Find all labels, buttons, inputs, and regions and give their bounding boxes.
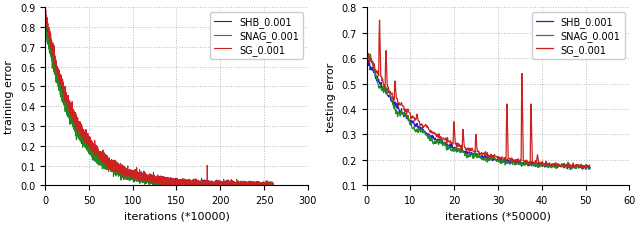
- SNAG_0.001: [41, 25, 49, 27]
- SNAG_0.001: [538, 164, 546, 167]
- SHB_0.001: [538, 164, 545, 167]
- SG_0.001: [72, 123, 80, 126]
- SNAG_0.001: [566, 169, 574, 171]
- Line: SHB_0.001: SHB_0.001: [367, 58, 590, 169]
- SNAG_0.001: [363, 58, 371, 61]
- SNAG_0.001: [92, 161, 99, 163]
- SHB_0.001: [424, 135, 431, 138]
- SG_0.001: [154, 184, 161, 187]
- SG_0.001: [54, 75, 62, 78]
- Legend: SHB_0.001, SNAG_0.001, SG_0.001: SHB_0.001, SNAG_0.001, SG_0.001: [210, 13, 303, 59]
- SG_0.001: [363, 54, 371, 57]
- SG_0.001: [376, 20, 383, 22]
- SHB_0.001: [586, 167, 594, 170]
- SG_0.001: [541, 163, 548, 166]
- SG_0.001: [390, 96, 397, 99]
- SG_0.001: [578, 168, 586, 170]
- SG_0.001: [561, 166, 568, 168]
- SNAG_0.001: [269, 181, 276, 184]
- Y-axis label: training error: training error: [4, 60, 15, 134]
- SHB_0.001: [223, 179, 231, 182]
- Y-axis label: testing error: testing error: [326, 63, 336, 131]
- SNAG_0.001: [364, 53, 371, 56]
- SG_0.001: [191, 184, 199, 187]
- Line: SG_0.001: SG_0.001: [367, 21, 590, 169]
- SHB_0.001: [541, 165, 548, 167]
- SG_0.001: [424, 127, 431, 130]
- SHB_0.001: [561, 167, 568, 169]
- SHB_0.001: [72, 120, 80, 123]
- Legend: SHB_0.001, SNAG_0.001, SG_0.001: SHB_0.001, SNAG_0.001, SG_0.001: [532, 13, 625, 59]
- SNAG_0.001: [541, 164, 548, 167]
- SHB_0.001: [369, 69, 376, 72]
- SNAG_0.001: [561, 163, 568, 166]
- SG_0.001: [92, 147, 99, 150]
- SG_0.001: [369, 61, 376, 64]
- SHB_0.001: [390, 99, 397, 102]
- SNAG_0.001: [390, 107, 397, 110]
- SNAG_0.001: [218, 184, 226, 186]
- SNAG_0.001: [191, 182, 199, 185]
- Line: SHB_0.001: SHB_0.001: [45, 14, 273, 185]
- SHB_0.001: [218, 181, 226, 184]
- SHB_0.001: [54, 73, 61, 75]
- Line: SNAG_0.001: SNAG_0.001: [45, 24, 273, 185]
- SG_0.001: [586, 166, 594, 169]
- SG_0.001: [269, 183, 276, 186]
- X-axis label: iterations (*10000): iterations (*10000): [124, 211, 229, 220]
- SNAG_0.001: [54, 83, 62, 86]
- Line: SG_0.001: SG_0.001: [45, 11, 273, 185]
- SG_0.001: [538, 163, 546, 166]
- X-axis label: iterations (*50000): iterations (*50000): [445, 211, 551, 220]
- SHB_0.001: [191, 182, 198, 184]
- SNAG_0.001: [42, 22, 49, 25]
- SG_0.001: [218, 183, 226, 186]
- Line: SNAG_0.001: SNAG_0.001: [367, 55, 590, 170]
- SNAG_0.001: [369, 64, 377, 66]
- SG_0.001: [223, 184, 231, 187]
- SNAG_0.001: [424, 135, 431, 138]
- SNAG_0.001: [586, 167, 594, 170]
- SG_0.001: [42, 9, 49, 12]
- SNAG_0.001: [148, 184, 156, 187]
- SG_0.001: [41, 16, 49, 18]
- SNAG_0.001: [223, 184, 231, 187]
- SHB_0.001: [41, 13, 49, 16]
- SHB_0.001: [151, 184, 159, 187]
- SNAG_0.001: [72, 139, 80, 142]
- SHB_0.001: [585, 168, 593, 171]
- SHB_0.001: [269, 184, 276, 186]
- SHB_0.001: [363, 57, 371, 60]
- SHB_0.001: [92, 150, 99, 153]
